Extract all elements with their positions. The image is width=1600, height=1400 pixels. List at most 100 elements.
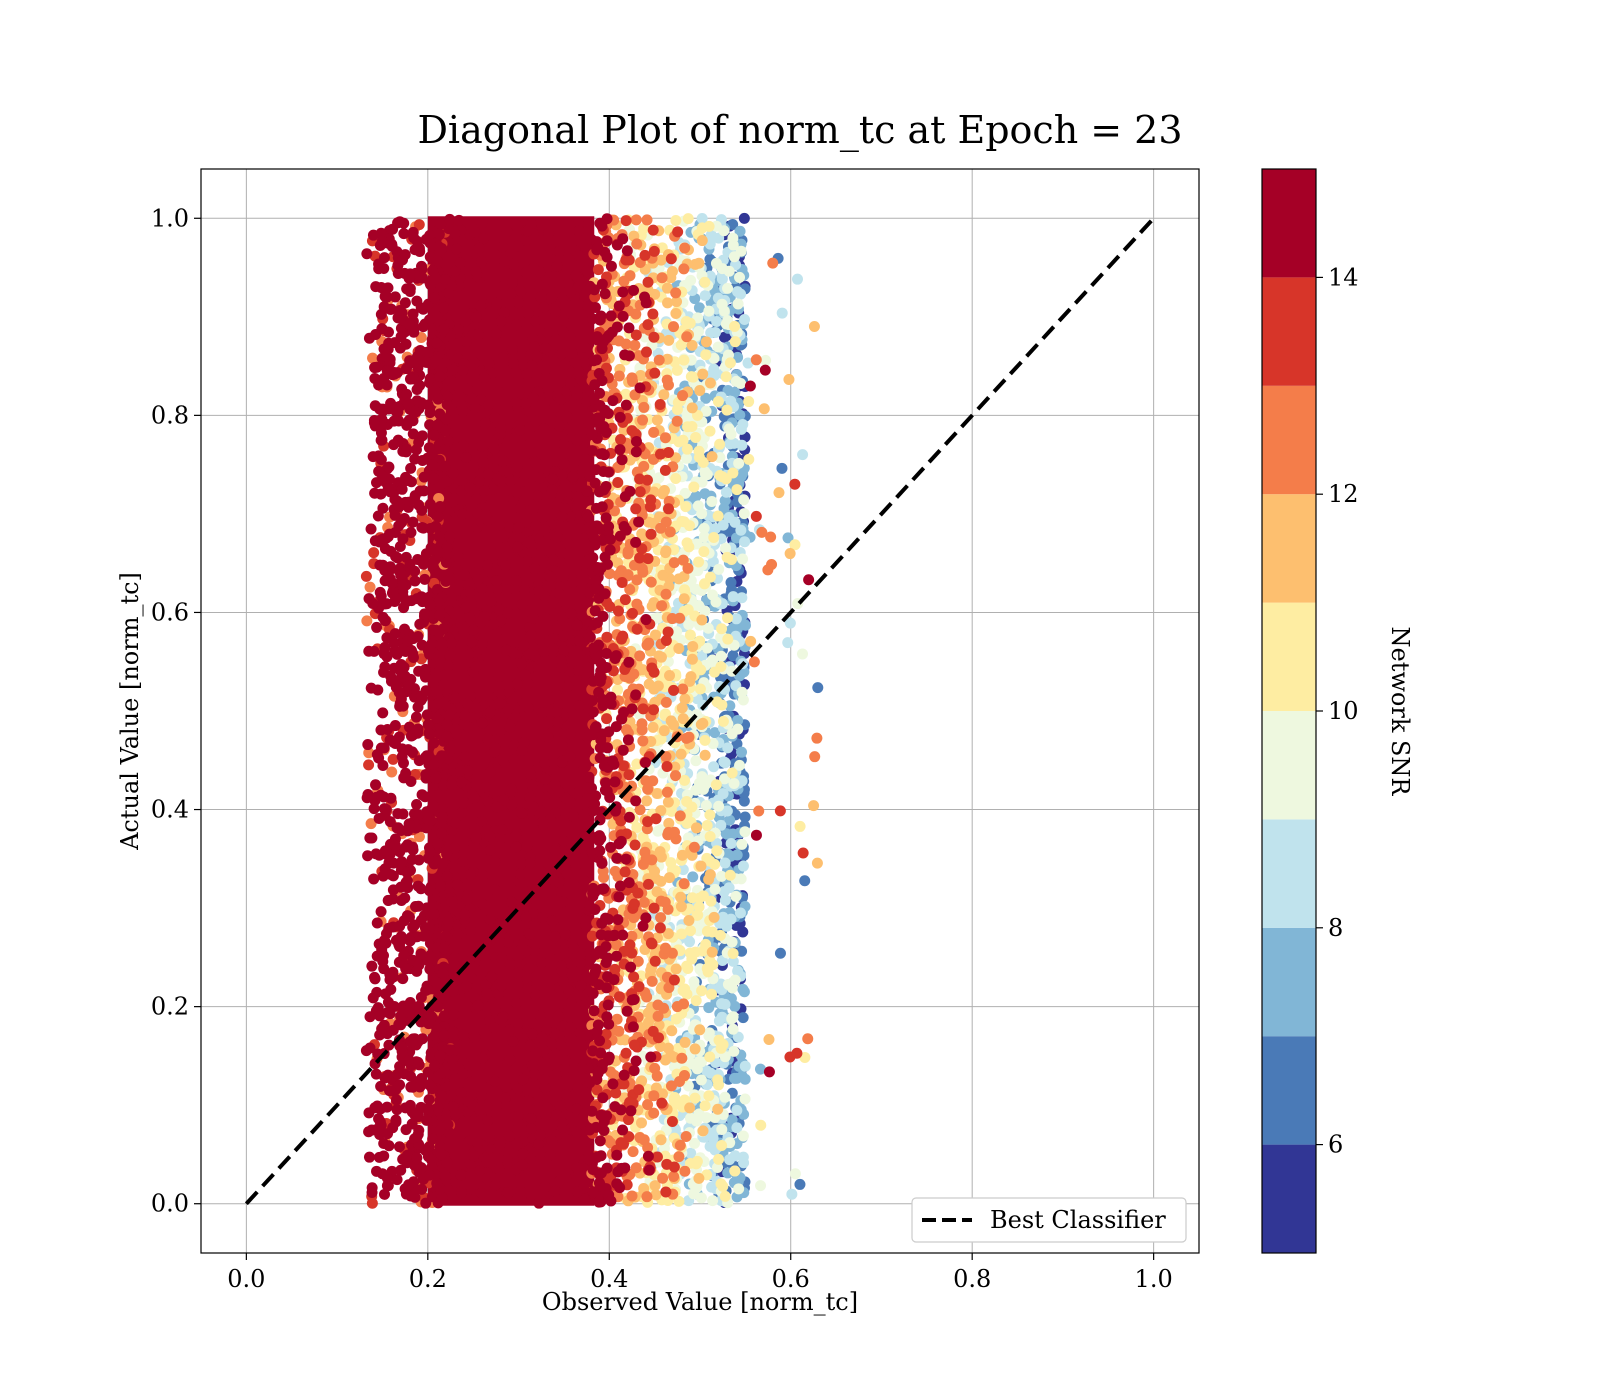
scatter-point	[457, 440, 469, 452]
scatter-point	[436, 750, 448, 762]
scatter-point	[479, 781, 491, 793]
scatter-point	[436, 638, 448, 650]
scatter-point	[611, 1013, 623, 1025]
scatter-point	[648, 245, 660, 257]
scatter-point	[637, 920, 649, 932]
scatter-point	[609, 776, 621, 788]
scatter-point	[428, 429, 440, 441]
scatter-point	[713, 1079, 725, 1091]
scatter-point	[701, 642, 713, 654]
scatter-point	[695, 1074, 707, 1086]
scatter-point	[496, 980, 508, 992]
scatter-point	[573, 700, 585, 712]
scatter-point	[382, 996, 394, 1008]
scatter-point	[662, 1042, 674, 1054]
scatter-point	[791, 273, 803, 285]
scatter-point	[394, 540, 406, 552]
scatter-point	[424, 498, 436, 510]
scatter-point	[540, 364, 552, 376]
scatter-point	[485, 971, 497, 983]
scatter-point	[528, 262, 540, 274]
scatter-point	[669, 1099, 681, 1111]
scatter-point	[763, 1066, 775, 1078]
scatter-point	[432, 393, 444, 405]
scatter-point	[591, 1084, 603, 1096]
scatter-point	[507, 258, 519, 270]
scatter-point	[811, 857, 823, 869]
scatter-point	[703, 873, 715, 885]
scatter-point	[654, 448, 666, 460]
scatter-point	[641, 214, 653, 226]
scatter-point	[631, 238, 643, 250]
scatter-point	[380, 928, 392, 940]
scatter-point	[663, 872, 675, 884]
scatter-point	[664, 646, 676, 658]
scatter-point	[673, 1195, 685, 1207]
scatter-point	[641, 1191, 653, 1203]
scatter-point	[542, 731, 554, 743]
scatter-point	[440, 930, 452, 942]
scatter-point	[655, 875, 667, 887]
scatter-point	[605, 310, 617, 322]
scatter-point	[489, 1003, 501, 1015]
scatter-point	[600, 956, 612, 968]
scatter-point	[684, 947, 696, 959]
scatter-point	[368, 645, 380, 657]
scatter-point	[676, 928, 688, 940]
scatter-point	[394, 1079, 406, 1091]
scatter-point	[411, 1152, 423, 1164]
scatter-point	[663, 817, 675, 829]
scatter-point	[797, 449, 809, 461]
scatter-point	[445, 375, 457, 387]
scatter-point	[695, 719, 707, 731]
scatter-point	[589, 605, 601, 617]
scatter-point	[506, 277, 518, 289]
scatter-point	[398, 228, 410, 240]
scatter-point	[727, 955, 739, 967]
scatter-point	[708, 352, 720, 364]
scatter-point	[708, 531, 720, 543]
scatter-point	[675, 891, 687, 903]
scatter-point	[409, 490, 421, 502]
scatter-point	[620, 724, 632, 736]
scatter-point	[717, 715, 729, 727]
scatter-point	[432, 511, 444, 523]
scatter-point	[625, 1105, 637, 1117]
scatter-point	[583, 418, 595, 430]
scatter-point	[462, 698, 474, 710]
scatter-point	[601, 631, 613, 643]
scatter-point	[403, 318, 415, 330]
scatter-point	[789, 1168, 801, 1180]
scatter-point	[647, 721, 659, 733]
scatter-point	[702, 622, 714, 634]
scatter-point	[673, 1151, 685, 1163]
scatter-point	[658, 389, 670, 401]
scatter-point	[451, 879, 463, 891]
scatter-point	[558, 438, 570, 450]
scatter-point	[428, 759, 440, 771]
scatter-point	[650, 813, 662, 825]
scatter-point	[699, 290, 711, 302]
scatter-point	[521, 840, 533, 852]
scatter-point	[674, 1075, 686, 1087]
scatter-point	[547, 276, 559, 288]
scatter-point	[643, 1164, 655, 1176]
scatter-point	[696, 985, 708, 997]
scatter-point	[524, 792, 536, 804]
scatter-point	[646, 662, 658, 674]
scatter-point	[637, 664, 649, 676]
scatter-point	[668, 1171, 680, 1183]
scatter-point	[690, 431, 702, 443]
scatter-point	[630, 436, 642, 448]
scatter-point	[429, 1060, 441, 1072]
scatter-point	[773, 487, 785, 499]
scatter-point	[381, 1101, 393, 1113]
scatter-point	[578, 341, 590, 353]
scatter-point	[668, 557, 680, 569]
scatter-point	[581, 264, 593, 276]
scatter-point	[645, 528, 657, 540]
scatter-point	[643, 678, 655, 690]
scatter-point	[459, 751, 471, 763]
scatter-point	[666, 265, 678, 277]
scatter-point	[638, 896, 650, 908]
